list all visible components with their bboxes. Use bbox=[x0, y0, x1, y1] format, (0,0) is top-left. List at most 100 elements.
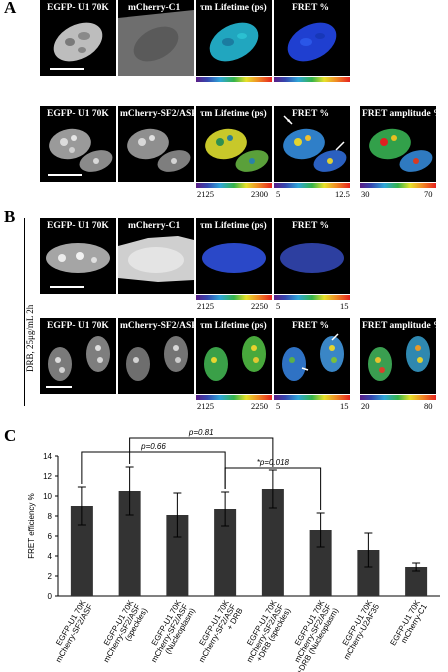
colorbar-max: 70 bbox=[424, 189, 433, 199]
nuclei-gray-graphic bbox=[48, 336, 110, 381]
nucleus-blue-graphic bbox=[280, 243, 344, 273]
significance-label: *p=0.018 bbox=[257, 458, 290, 467]
y-tick-label: 12 bbox=[43, 472, 52, 481]
a-lifetime-sf2-image: τm Lifetime (ps) bbox=[196, 106, 272, 182]
category-label: EGFP-U1 70KmCherry-SF2/ASF+DRB (speckles… bbox=[238, 598, 293, 668]
a-fret-amplitude-image: FRET amplitude % bbox=[360, 106, 436, 182]
nucleus-cyan-graphic bbox=[209, 22, 259, 62]
a-fret-c1-image: FRET % bbox=[274, 0, 350, 76]
b-fret-colorbar bbox=[274, 295, 350, 300]
y-tick-label: 2 bbox=[48, 572, 53, 581]
colorbar-min: 5 bbox=[276, 401, 281, 411]
significance-bracket bbox=[129, 437, 274, 467]
bar bbox=[118, 491, 141, 596]
category-label: EGFP-U1 70KmCherry-SF2/ASF+ DRB bbox=[190, 598, 245, 668]
b-fret-sf2-image: FRET % bbox=[274, 318, 350, 394]
nuclei-heatmap-graphic bbox=[282, 333, 344, 381]
image-title: τm Lifetime (ps) bbox=[200, 109, 267, 119]
a-fret-colorbar-2 bbox=[274, 183, 350, 188]
colorbar-max: 15 bbox=[340, 301, 349, 311]
a-egfp-sf2-image: EGFP- U1 70K bbox=[40, 106, 116, 182]
bar bbox=[214, 509, 237, 596]
y-tick-label: 14 bbox=[43, 452, 52, 461]
significance-label: p=0.66 bbox=[140, 442, 166, 451]
image-title: τm Lifetime (ps) bbox=[200, 321, 267, 331]
scale-bar bbox=[48, 174, 82, 176]
b-mcherry-sf2-image: mCherry-SF2/ASF bbox=[118, 318, 194, 394]
a-mcherry-c1-image: mCherry-C1 bbox=[118, 0, 194, 76]
image-title: mCherry-C1 bbox=[128, 221, 181, 231]
category-label: EGFP-U1 70KmCherry-SF2/ASF(speckles) bbox=[95, 598, 150, 668]
bar bbox=[309, 530, 332, 596]
drb-bracket-line bbox=[24, 218, 25, 406]
image-title: EGFP- U1 70K bbox=[47, 321, 109, 331]
y-tick-label: 6 bbox=[48, 532, 53, 541]
image-title: FRET % bbox=[292, 109, 330, 119]
drb-side-label: DRB, 25μg/mL 2h bbox=[25, 304, 35, 372]
b-fret-amplitude-image: FRET amplitude % bbox=[360, 318, 436, 394]
image-title: FRET % bbox=[292, 321, 330, 331]
a-lifetime-colorbar-2 bbox=[196, 183, 272, 188]
y-tick-label: 8 bbox=[48, 512, 53, 521]
b-lifetime-sf2-image: τm Lifetime (ps) bbox=[196, 318, 272, 394]
scale-bar bbox=[46, 386, 72, 388]
colorbar-min: 5 bbox=[276, 301, 281, 311]
b-lifetime-colorbar bbox=[196, 295, 272, 300]
image-title: FRET % bbox=[292, 221, 330, 231]
image-title: mCherry-SF2/ASF bbox=[120, 109, 194, 119]
b-fret-colorbar-2 bbox=[274, 395, 350, 400]
category-label: EGFP-U1 70KmCherry-U2AF35 bbox=[335, 598, 381, 661]
image-title: τm Lifetime (ps) bbox=[200, 3, 267, 13]
colorbar-max: 15 bbox=[340, 401, 349, 411]
colorbar-min: 2125 bbox=[197, 301, 214, 311]
b-egfp-sf2-image: EGFP- U1 70K bbox=[40, 318, 116, 394]
a-mcherry-sf2-image: mCherry-SF2/ASF bbox=[118, 106, 194, 182]
colorbar-min: 2125 bbox=[197, 401, 214, 411]
a-egfp-c1-image: EGFP- U1 70K bbox=[40, 0, 116, 76]
image-title: EGFP- U1 70K bbox=[47, 3, 109, 13]
fret-efficiency-bar-chart: 0 2 4 6 8 10 12 14 FRET efficiency % EGFP-U1 70Km… bbox=[27, 428, 440, 672]
nucleus-gray-graphic bbox=[53, 22, 103, 62]
nuclei-heatmap-graphic bbox=[369, 128, 433, 172]
bar bbox=[166, 515, 189, 596]
colorbar-min: 5 bbox=[276, 189, 281, 199]
y-tick-label: 4 bbox=[48, 552, 53, 561]
nuclei-heatmap-graphic bbox=[205, 128, 269, 172]
a-lifetime-colorbar bbox=[196, 77, 272, 82]
category-label: EGFP-U1 70KmCherry-SF2/ASF(Nucleoplasm) bbox=[142, 598, 197, 668]
significance-bracket bbox=[81, 451, 226, 489]
nuclei-heatmap-graphic bbox=[283, 115, 347, 172]
significance-bracket bbox=[224, 467, 322, 510]
cell-gray-graphic bbox=[118, 236, 194, 282]
scale-bar bbox=[50, 68, 84, 70]
nucleus-gray-graphic bbox=[46, 243, 110, 273]
a-amp-colorbar bbox=[360, 183, 436, 188]
b-mcherry-c1-image: mCherry-C1 bbox=[118, 218, 194, 294]
significance-label: p=0.81 bbox=[188, 428, 214, 437]
a-lifetime-c1-image: τm Lifetime (ps) bbox=[196, 0, 272, 76]
image-title: mCherry-SF2/ASF bbox=[120, 321, 194, 331]
y-tick-label: 0 bbox=[48, 592, 53, 601]
nuclei-gray-graphic bbox=[126, 336, 188, 381]
b-amp-colorbar bbox=[360, 395, 436, 400]
colorbar-max: 2300 bbox=[251, 189, 268, 199]
image-title: EGFP- U1 70K bbox=[47, 109, 109, 119]
nucleus-blue-graphic bbox=[287, 22, 337, 62]
panel-label-b: B bbox=[4, 207, 16, 226]
b-egfp-c1-image: EGFP- U1 70K bbox=[40, 218, 116, 294]
category-label: EGFP-U1 70KmCherry-C1 bbox=[388, 598, 429, 651]
cell-gray-graphic bbox=[118, 10, 194, 76]
bar bbox=[357, 550, 380, 596]
colorbar-min: 20 bbox=[361, 401, 370, 411]
image-title: FRET amplitude % bbox=[362, 321, 436, 331]
nucleus-blue-graphic bbox=[202, 243, 266, 273]
a-fret-sf2-image: FRET % bbox=[274, 106, 350, 182]
image-title: τm Lifetime (ps) bbox=[200, 221, 267, 231]
image-title: FRET amplitude % bbox=[362, 109, 436, 119]
image-title: EGFP- U1 70K bbox=[47, 221, 109, 231]
colorbar-max: 2250 bbox=[251, 401, 268, 411]
colorbar-max: 80 bbox=[424, 401, 433, 411]
b-lifetime-colorbar-2 bbox=[196, 395, 272, 400]
image-title: mCherry-C1 bbox=[128, 3, 181, 13]
colorbar-max: 12.5 bbox=[335, 189, 350, 199]
